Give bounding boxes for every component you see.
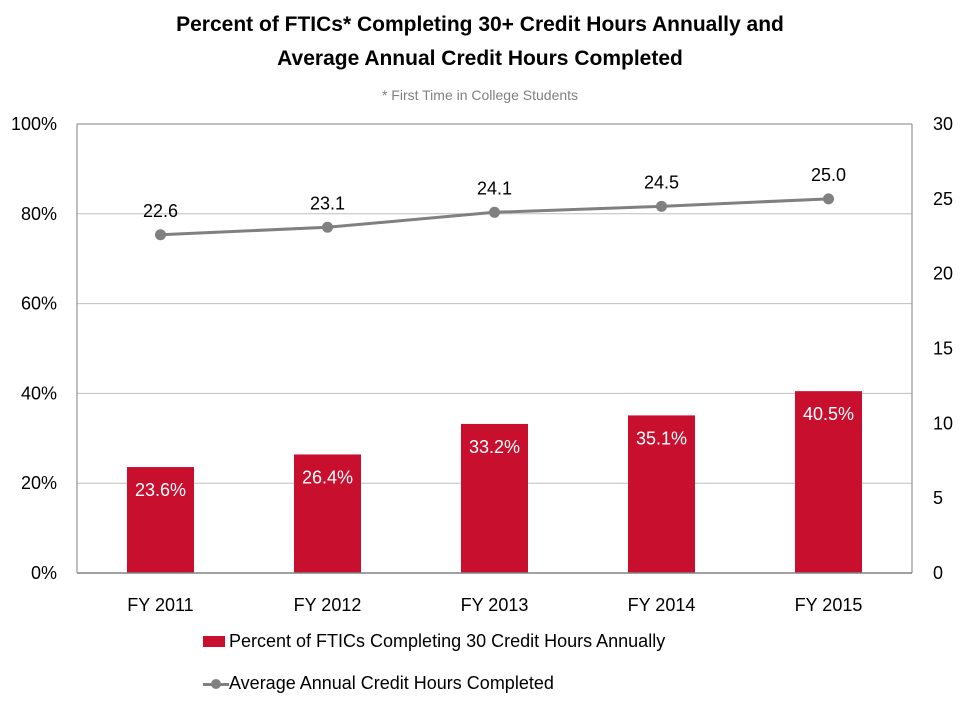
y-right-tick-label: 10 (933, 413, 953, 433)
bar-data-label: 26.4% (302, 467, 353, 487)
bar (628, 415, 695, 573)
y-left-tick-label: 0% (31, 563, 57, 583)
legend-line-label: Average Annual Credit Hours Completed (229, 673, 554, 693)
bar (127, 467, 194, 573)
bar-data-label: 33.2% (469, 437, 520, 457)
legend-item-line-series[interactable]: Average Annual Credit Hours Completed (203, 673, 554, 694)
y-right-tick-label: 0 (933, 563, 943, 583)
y-left-tick-label: 100% (11, 114, 57, 134)
bar-data-label: 35.1% (636, 428, 687, 448)
legend-item-bar-series[interactable]: Percent of FTICs Completing 30 Credit Ho… (203, 631, 665, 652)
line-data-label: 22.6 (143, 201, 178, 221)
chart-title-line-2: Average Annual Credit Hours Completed (277, 47, 683, 70)
y-right-tick-label: 5 (933, 488, 943, 508)
bar (795, 391, 862, 573)
axes (76, 123, 913, 574)
x-tick-label: FY 2012 (294, 595, 362, 615)
line-point (322, 221, 333, 233)
y-right-tick-label: 25 (933, 189, 953, 209)
legend-line-marker-icon (203, 678, 229, 690)
bar (294, 454, 361, 573)
bar (461, 423, 528, 573)
bar-data-label: 40.5% (803, 404, 854, 424)
bar-series (127, 391, 862, 573)
line-data-label: 24.5 (644, 172, 679, 192)
line-point (656, 200, 667, 212)
legend-bar-label: Percent of FTICs Completing 30 Credit Ho… (229, 631, 666, 651)
line-point (823, 193, 834, 205)
x-tick-label: FY 2013 (461, 595, 529, 615)
y-right-tick-label: 15 (933, 339, 953, 359)
x-tick-label: FY 2011 (127, 595, 193, 615)
bar-data-label: 23.6% (135, 480, 186, 500)
chart-title-line-1: Percent of FTICs* Completing 30+ Credit … (176, 13, 784, 36)
legend-bar-swatch-icon (203, 636, 225, 647)
line-point (489, 206, 500, 218)
line-series (155, 193, 834, 241)
y-left-tick-label: 60% (21, 294, 57, 314)
line-point (155, 229, 166, 241)
x-tick-label: FY 2015 (795, 595, 863, 615)
y-right-tick-label: 20 (933, 264, 953, 284)
line-data-label: 23.1 (310, 193, 345, 213)
y-left-tick-label: 20% (21, 473, 57, 493)
line-data-label: 24.1 (477, 178, 512, 198)
x-tick-label: FY 2014 (628, 595, 696, 615)
y-left-tick-label: 40% (21, 383, 57, 403)
labels: 0% 20% 40% 60% 80% 100% 0 5 10 15 20 25 30 23.6% FY 20… (11, 114, 953, 615)
y-right-tick-label: 30 (933, 114, 953, 134)
chart-subtitle: * First Time in College Students (381, 87, 579, 103)
y-left-tick-label: 80% (21, 204, 57, 224)
line-data-label: 25.0 (811, 165, 846, 185)
